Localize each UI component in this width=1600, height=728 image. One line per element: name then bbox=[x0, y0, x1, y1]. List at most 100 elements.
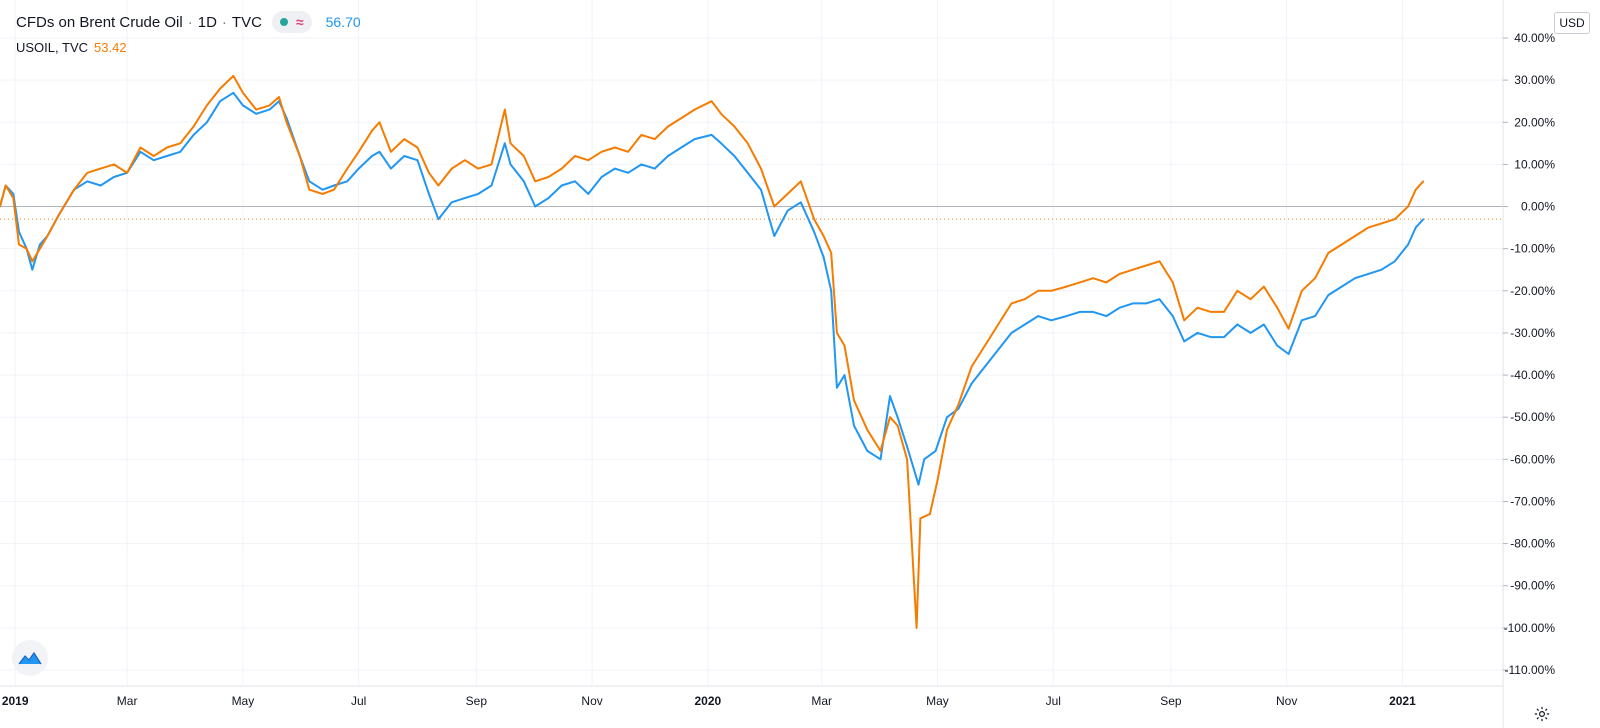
data-point bbox=[853, 399, 855, 402]
data-point bbox=[1236, 290, 1239, 292]
y-tick-label: 30.00% bbox=[1514, 73, 1555, 87]
data-point bbox=[587, 159, 590, 161]
data-point bbox=[1145, 302, 1147, 305]
data-point bbox=[640, 134, 643, 136]
data-point bbox=[1287, 327, 1290, 330]
data-point bbox=[653, 167, 656, 170]
data-point bbox=[321, 193, 324, 195]
y-tick-label: -20.00% bbox=[1510, 284, 1555, 298]
data-point bbox=[1367, 273, 1370, 275]
data-point bbox=[1065, 285, 1068, 288]
data-point bbox=[773, 205, 776, 208]
y-tick-label: 40.00% bbox=[1514, 31, 1555, 45]
data-point bbox=[86, 180, 89, 183]
data-point bbox=[31, 260, 34, 263]
data-point bbox=[1050, 319, 1053, 322]
y-tick-label: -90.00% bbox=[1510, 579, 1555, 593]
data-point bbox=[1158, 260, 1161, 263]
data-point bbox=[1263, 285, 1265, 288]
series-line[interactable] bbox=[0, 91, 1425, 486]
series-line[interactable] bbox=[0, 74, 1425, 629]
data-point bbox=[1236, 323, 1239, 326]
data-point bbox=[255, 108, 257, 111]
data-point bbox=[1037, 290, 1039, 292]
data-point bbox=[46, 235, 49, 237]
data-point bbox=[600, 176, 603, 178]
data-point bbox=[929, 513, 931, 515]
data-point bbox=[600, 151, 603, 153]
data-point bbox=[547, 197, 550, 199]
y-tick-label: -30.00% bbox=[1510, 326, 1555, 340]
data-point bbox=[919, 517, 922, 520]
data-point bbox=[1158, 298, 1161, 301]
data-point bbox=[490, 163, 493, 166]
data-point bbox=[1414, 226, 1417, 229]
data-point bbox=[39, 247, 41, 250]
price-axis[interactable]: 40.00% 30.00% 20.00% 10.00% 0.00% -10.00% -20.… bbox=[1503, 31, 1555, 677]
data-point bbox=[733, 125, 736, 128]
data-point bbox=[504, 108, 506, 111]
data-point bbox=[534, 205, 536, 208]
data-point bbox=[1380, 222, 1383, 225]
data-point bbox=[1172, 281, 1174, 284]
data-point bbox=[278, 96, 280, 98]
y-tick-label: -70.00% bbox=[1510, 494, 1555, 508]
data-point bbox=[357, 167, 360, 170]
compare-symbol-label[interactable]: USOIL, TVC bbox=[16, 39, 89, 55]
data-point bbox=[1092, 311, 1094, 313]
data-point bbox=[843, 374, 846, 376]
data-point bbox=[800, 201, 802, 204]
data-point bbox=[866, 429, 869, 431]
data-point bbox=[879, 450, 882, 452]
data-point bbox=[464, 197, 466, 199]
brent-series[interactable] bbox=[0, 91, 1425, 486]
data-point bbox=[830, 290, 832, 292]
data-point bbox=[255, 113, 257, 115]
data-point bbox=[0, 205, 1, 208]
data-point bbox=[1024, 323, 1026, 326]
data-point bbox=[1210, 336, 1212, 338]
time-axis[interactable]: 2019 Mar May Jul Sep Nov 2020 Mar May Jul Sep Nov 20… bbox=[2, 694, 1416, 708]
data-point bbox=[39, 243, 41, 246]
x-tick-label: Jul bbox=[351, 694, 366, 708]
data-point bbox=[970, 382, 973, 385]
data-point bbox=[560, 184, 563, 187]
data-point bbox=[1172, 315, 1174, 317]
data-point bbox=[1105, 281, 1108, 284]
data-point bbox=[166, 146, 168, 149]
data-point bbox=[477, 167, 480, 170]
data-point bbox=[1118, 306, 1121, 309]
gear-icon[interactable] bbox=[1530, 702, 1554, 726]
x-tick-label: Sep bbox=[1160, 694, 1182, 708]
interval-label[interactable]: 1D bbox=[197, 13, 217, 31]
market-status-pill[interactable]: ≈ bbox=[271, 11, 312, 33]
exchange-label: TVC bbox=[231, 13, 262, 31]
data-point bbox=[574, 180, 576, 183]
data-point bbox=[139, 151, 142, 153]
data-point bbox=[477, 193, 480, 195]
y-tick-label: 0.00% bbox=[1521, 200, 1555, 214]
data-point bbox=[4, 184, 7, 187]
data-point bbox=[667, 125, 669, 128]
data-point bbox=[853, 424, 855, 427]
data-point bbox=[614, 167, 616, 170]
data-point bbox=[984, 344, 986, 347]
tradingview-logo-icon[interactable] bbox=[12, 640, 48, 676]
currency-button[interactable]: USD bbox=[1554, 12, 1590, 34]
data-point bbox=[504, 142, 506, 145]
usoil-series[interactable] bbox=[0, 74, 1425, 629]
data-point bbox=[1287, 353, 1290, 355]
symbol-title[interactable]: CFDs on Brent Crude Oil bbox=[16, 13, 183, 31]
data-point bbox=[970, 365, 973, 368]
data-point bbox=[58, 214, 60, 216]
data-point bbox=[1010, 302, 1013, 305]
data-point bbox=[268, 108, 271, 111]
data-point bbox=[720, 142, 722, 145]
data-point bbox=[428, 193, 430, 195]
data-point bbox=[152, 155, 155, 157]
data-point bbox=[906, 458, 908, 461]
data-point bbox=[1340, 285, 1343, 288]
data-point bbox=[1132, 268, 1134, 271]
x-tick-label: Nov bbox=[581, 694, 602, 708]
